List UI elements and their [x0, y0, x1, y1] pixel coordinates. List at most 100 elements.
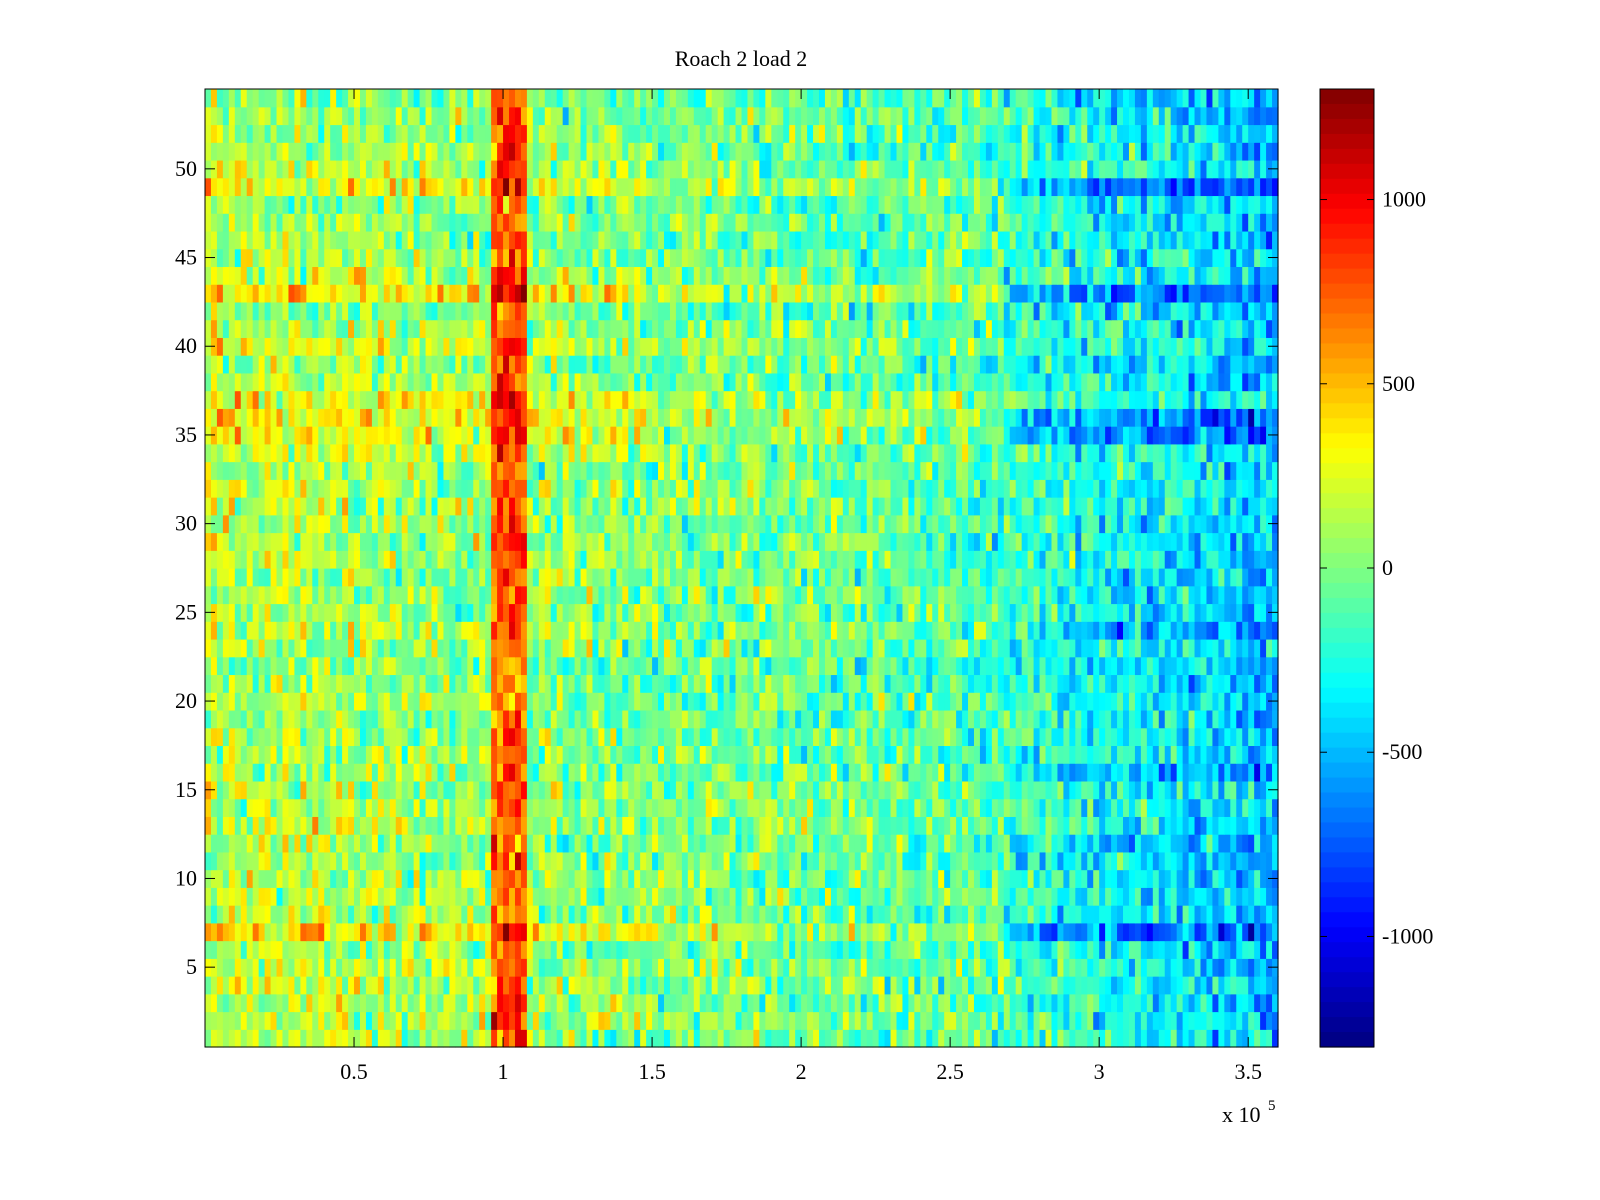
heatmap-cell	[437, 585, 445, 605]
heatmap-cell	[920, 603, 927, 622]
heatmap-cell	[985, 869, 993, 888]
heatmap-cell	[830, 709, 838, 729]
heatmap-cell	[747, 958, 755, 977]
heatmap-cell	[896, 851, 904, 871]
heatmap-cell	[801, 887, 808, 906]
heatmap-cell	[1260, 976, 1267, 995]
heatmap-cell	[467, 922, 474, 942]
heatmap-cell	[1182, 816, 1190, 835]
heatmap-cell	[437, 1029, 445, 1048]
heatmap-cell	[395, 869, 403, 888]
heatmap-cell	[520, 993, 528, 1013]
heatmap-cell	[908, 922, 915, 942]
heatmap-cell	[1164, 727, 1172, 747]
heatmap-cell	[991, 922, 999, 942]
heatmap-cell	[252, 568, 260, 587]
heatmap-cell	[234, 621, 242, 640]
heatmap-cell	[938, 780, 945, 800]
heatmap-cell	[258, 1011, 266, 1030]
heatmap-cell	[383, 550, 391, 569]
heatmap-cell	[550, 727, 558, 747]
heatmap-cell	[1200, 727, 1208, 747]
heatmap-cell	[1236, 816, 1243, 835]
heatmap-cell	[592, 692, 600, 711]
heatmap-cell	[1140, 993, 1148, 1013]
heatmap-cell	[1033, 692, 1041, 711]
heatmap-cell	[461, 905, 468, 924]
heatmap-cell	[962, 1011, 969, 1030]
heatmap-cell	[443, 905, 450, 924]
heatmap-cell	[336, 834, 343, 853]
heatmap-cell	[1206, 940, 1214, 959]
heatmap-cell	[252, 763, 260, 782]
heatmap-cell	[610, 851, 617, 871]
heatmap-cell	[860, 1029, 868, 1048]
heatmap-cell	[622, 816, 629, 835]
heatmap-cell	[932, 940, 939, 959]
heatmap-cell	[509, 887, 516, 906]
heatmap-cell	[485, 621, 492, 640]
heatmap-cell	[371, 568, 379, 587]
heatmap-cell	[664, 727, 671, 747]
heatmap-cell	[795, 976, 802, 995]
heatmap-cell	[1236, 763, 1243, 782]
heatmap-cell	[1242, 585, 1249, 605]
heatmap-cell	[276, 1029, 284, 1048]
heatmap-cell	[443, 851, 450, 871]
heatmap-cell	[1015, 958, 1023, 977]
heatmap-cell	[753, 727, 760, 747]
heatmap-cell	[407, 638, 415, 658]
heatmap-cell	[658, 709, 665, 729]
heatmap-cell	[1266, 638, 1273, 658]
heatmap-cell	[1140, 816, 1148, 835]
heatmap-cell	[1105, 709, 1112, 729]
heatmap-cell	[354, 1011, 361, 1030]
heatmap-cell	[342, 603, 349, 622]
heatmap-cell	[693, 816, 701, 835]
heatmap-cell	[1045, 958, 1053, 977]
heatmap-cell	[228, 1011, 236, 1030]
heatmap-cell	[848, 1011, 856, 1030]
heatmap-cell	[556, 851, 564, 871]
heatmap-cell	[282, 692, 290, 711]
heatmap-cell	[985, 1011, 993, 1030]
heatmap-cell	[1182, 638, 1190, 658]
heatmap-cell	[1176, 638, 1184, 658]
heatmap-cell	[1206, 851, 1214, 871]
heatmap-cell	[872, 851, 880, 871]
heatmap-cell	[1230, 958, 1237, 977]
heatmap-cell	[771, 922, 778, 942]
heatmap-cell	[449, 674, 456, 693]
heatmap-cell	[234, 976, 242, 995]
heatmap-cell	[276, 621, 284, 640]
heatmap-cell	[473, 869, 480, 888]
heatmap-cell	[1105, 834, 1112, 853]
heatmap-cell	[944, 727, 951, 747]
heatmap-cell	[777, 568, 784, 587]
heatmap-cell	[342, 656, 349, 676]
heatmap-cell	[807, 869, 814, 888]
heatmap-cell	[1170, 869, 1178, 888]
heatmap-cell	[729, 763, 737, 782]
heatmap-cell	[509, 976, 516, 995]
heatmap-cell	[228, 780, 236, 800]
heatmap-cell	[222, 1011, 230, 1030]
heatmap-cell	[544, 550, 552, 569]
heatmap-cell	[884, 851, 892, 871]
heatmap-cell	[741, 603, 749, 622]
heatmap-cell	[520, 976, 528, 995]
heatmap-cell	[550, 638, 558, 658]
heatmap-cell	[675, 905, 683, 924]
heatmap-cell	[789, 585, 796, 605]
heatmap-cell	[1015, 603, 1023, 622]
heatmap-cell	[795, 709, 802, 729]
heatmap-cell	[1146, 745, 1154, 764]
heatmap-cell	[878, 727, 886, 747]
heatmap-cell	[491, 550, 498, 569]
heatmap-cell	[675, 763, 683, 782]
heatmap-cell	[735, 869, 743, 888]
heatmap-cell	[1212, 745, 1219, 764]
heatmap-cell	[622, 585, 629, 605]
heatmap-cell	[717, 905, 725, 924]
heatmap-cell	[818, 745, 826, 764]
